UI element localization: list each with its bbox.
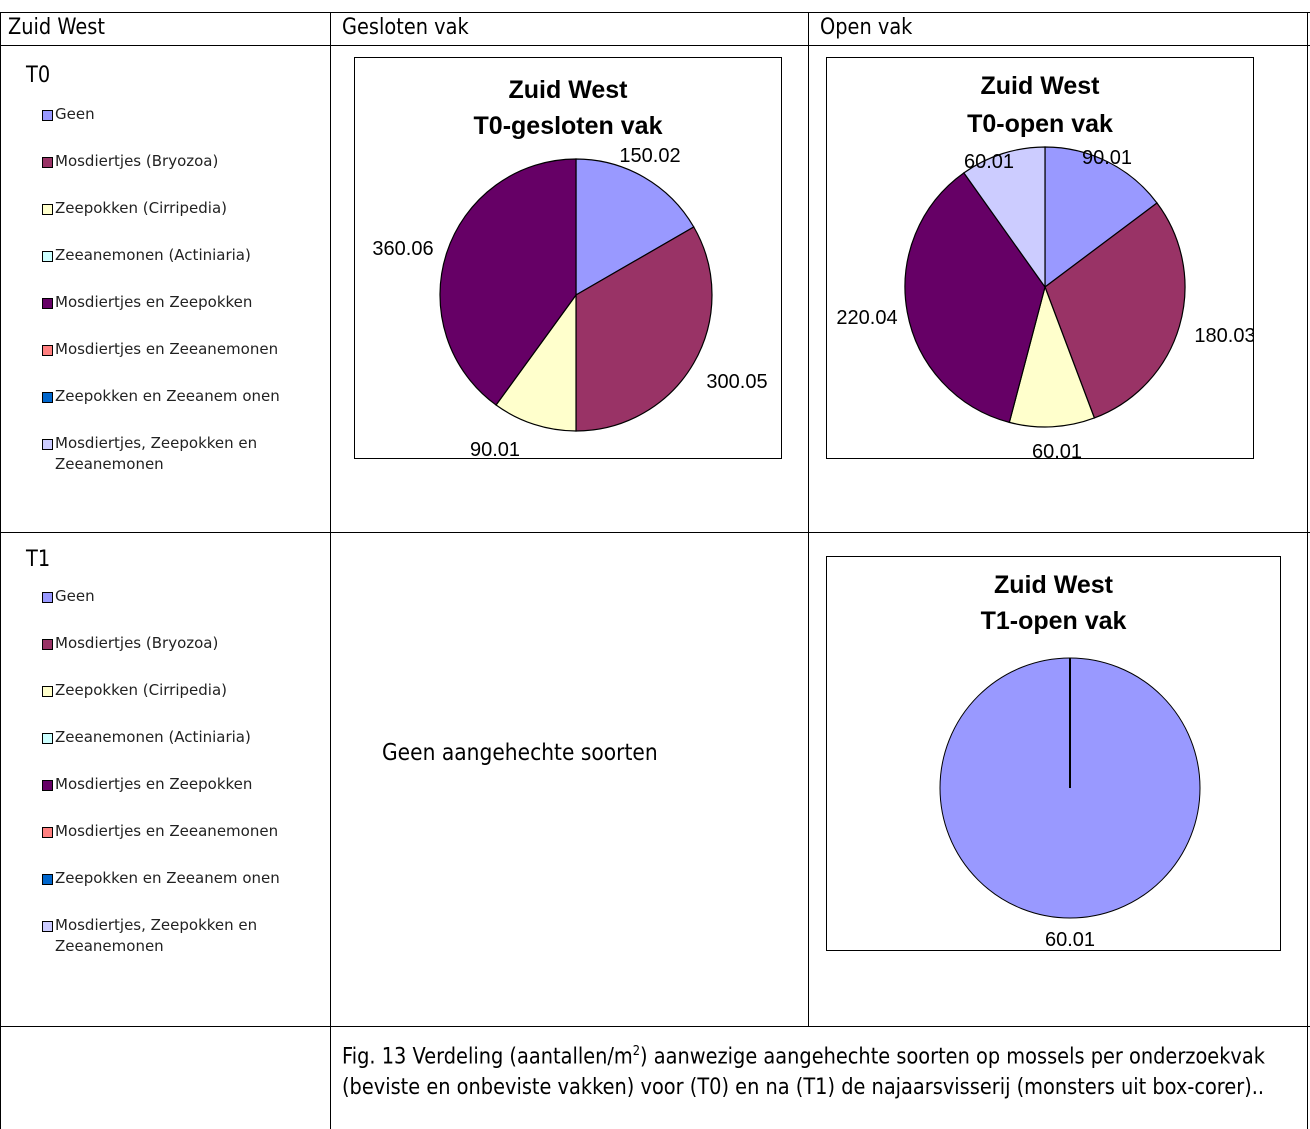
- chart-title: Zuid West: [994, 571, 1114, 599]
- legend-swatch: [42, 733, 53, 744]
- legend-label: Mosdiertjes (Bryozoa): [55, 152, 219, 170]
- legend-item: Zeeanemonen (Actiniaria): [42, 245, 322, 266]
- legend-swatch: [42, 251, 53, 262]
- data-label: 60.01: [1045, 929, 1095, 950]
- legend-item: Mosdiertjes en Zeeanemonen: [42, 339, 322, 360]
- legend-label: Zeeanemonen (Actiniaria): [55, 246, 251, 264]
- legend-swatch: [42, 298, 53, 309]
- pie-chart-t1-open: Zuid West T1-open vak 60.01: [826, 556, 1281, 951]
- pie-slice: [1044, 146, 1158, 289]
- legend-swatch: [42, 874, 53, 885]
- chart-title: T0-gesloten vak: [474, 112, 663, 140]
- grid-line: [0, 45, 1310, 46]
- grid-line: [0, 12, 1310, 13]
- legend-label: Zeepokken en Zeeanem onen: [55, 387, 280, 405]
- legend-item: Mosdiertjes (Bryozoa): [42, 151, 322, 172]
- legend-label: Mosdiertjes, Zeepokken en Zeeanemonen: [55, 916, 258, 955]
- legend-swatch: [42, 639, 53, 650]
- legend-swatch: [42, 157, 53, 168]
- pie-slice: [575, 158, 695, 297]
- grid-line: [0, 1026, 1310, 1027]
- legend-item: Zeepokken en Zeeanem onen: [42, 386, 322, 407]
- grid-line: [330, 12, 331, 1129]
- data-label: 60.01: [964, 151, 1014, 173]
- chart-title: T0-open vak: [967, 110, 1113, 138]
- row-label-t1: T1: [26, 547, 51, 572]
- legend-item: Mosdiertjes en Zeepokken: [42, 292, 322, 313]
- legend-label: Geen: [55, 587, 95, 605]
- legend-swatch: [42, 592, 53, 603]
- legend-swatch: [42, 686, 53, 697]
- pie-slice: [1044, 202, 1186, 419]
- pie-chart-t0-closed: Zuid West T0-gesloten vak 150.02 300.05 90.0…: [354, 57, 782, 459]
- header-location: Zuid West: [8, 15, 105, 40]
- pie-slice: [904, 172, 1046, 424]
- header-open-area: Open vak: [820, 15, 913, 40]
- legend-label: Mosdiertjes (Bryozoa): [55, 634, 219, 652]
- pie-slice: [439, 158, 577, 406]
- pie-slice: [495, 293, 577, 432]
- legend-item: Mosdiertjes en Zeeanemonen: [42, 821, 322, 842]
- pie-chart-t0-open: Zuid West T0-open vak 90.01 180.03 60.01 220.…: [826, 57, 1254, 459]
- grid-line: [1307, 12, 1308, 1129]
- legend-item: Mosdiertjes en Zeepokken: [42, 774, 322, 795]
- header-closed-area: Gesloten vak: [342, 15, 469, 40]
- caption-superscript: 2: [632, 1044, 641, 1059]
- legend-label: Mosdiertjes en Zeeanemonen: [55, 340, 279, 358]
- legend-label: Mosdiertjes en Zeepokken: [55, 775, 253, 793]
- figure-caption: Fig. 13 Verdeling (aantallen/m2) aanwezi…: [342, 1036, 1275, 1103]
- legend-swatch: [42, 392, 53, 403]
- legend-item: Mosdiertjes (Bryozoa): [42, 633, 322, 654]
- legend-label: Zeeanemonen (Actiniaria): [55, 728, 251, 746]
- data-label: 360.06: [372, 238, 433, 260]
- legend-item: Mosdiertjes, Zeepokken en Zeeanemonen: [42, 433, 322, 475]
- legend-label: Zeepokken (Cirripedia): [55, 681, 227, 699]
- legend-swatch: [42, 827, 53, 838]
- grid-line: [0, 12, 1, 1129]
- row-label-t0: T0: [26, 63, 51, 88]
- pie-slice: [963, 146, 1046, 289]
- pie-slice: [575, 226, 713, 432]
- caption-text: Fig. 13 Verdeling (aantallen/m: [342, 1044, 633, 1070]
- legend-item: Zeeanemonen (Actiniaria): [42, 727, 322, 748]
- data-label: 220.04: [836, 307, 897, 329]
- grid-line: [0, 532, 1310, 533]
- legend-swatch: [42, 204, 53, 215]
- legend-item: Geen: [42, 586, 322, 607]
- chart-title: Zuid West: [981, 72, 1101, 100]
- chart-title: T1-open vak: [981, 607, 1127, 635]
- legend-swatch: [42, 780, 53, 791]
- legend-item: Zeepokken (Cirripedia): [42, 198, 322, 219]
- data-label: 60.01: [1032, 441, 1082, 458]
- legend-item: Mosdiertjes, Zeepokken en Zeeanemonen: [42, 915, 322, 957]
- data-label: 90.01: [1082, 147, 1132, 169]
- no-species-note: Geen aangehechte soorten: [382, 740, 658, 766]
- legend-label: Geen: [55, 105, 95, 123]
- grid-line: [808, 12, 809, 1026]
- chart-title: Zuid West: [509, 76, 629, 104]
- legend-swatch: [42, 345, 53, 356]
- legend-item: Zeepokken en Zeeanem onen: [42, 868, 322, 889]
- legend-label: Mosdiertjes en Zeeanemonen: [55, 822, 279, 840]
- legend-label: Zeepokken (Cirripedia): [55, 199, 227, 217]
- data-label: 150.02: [619, 145, 680, 167]
- data-label: 90.01: [470, 439, 520, 458]
- legend-swatch: [42, 110, 53, 121]
- data-label: 180.03: [1194, 325, 1253, 347]
- pie-chart-svg: Zuid West T0-gesloten vak 150.02 300.05 90.0…: [372, 76, 767, 458]
- legend-label: Mosdiertjes en Zeepokken: [55, 293, 253, 311]
- legend-item: Geen: [42, 104, 322, 125]
- legend-swatch: [42, 439, 53, 450]
- legend-label: Zeepokken en Zeeanem onen: [55, 869, 280, 887]
- legend-item: Zeepokken (Cirripedia): [42, 680, 322, 701]
- legend-swatch: [42, 921, 53, 932]
- legend-label: Mosdiertjes, Zeepokken en Zeeanemonen: [55, 434, 258, 473]
- data-label: 300.05: [706, 371, 767, 393]
- caption-text-rest: ) aanwezige aangehechte soorten op mosse…: [342, 1044, 1265, 1101]
- pie-chart-svg: Zuid West T0-open vak 90.01 180.03 60.01 220.…: [836, 72, 1253, 458]
- pie-slice: [1008, 285, 1096, 428]
- pie-chart-svg: Zuid West T1-open vak 60.01: [939, 571, 1201, 950]
